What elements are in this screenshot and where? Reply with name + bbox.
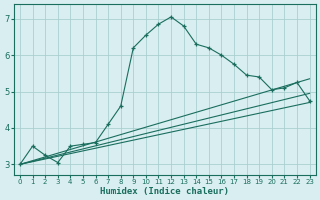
X-axis label: Humidex (Indice chaleur): Humidex (Indice chaleur) <box>100 187 229 196</box>
